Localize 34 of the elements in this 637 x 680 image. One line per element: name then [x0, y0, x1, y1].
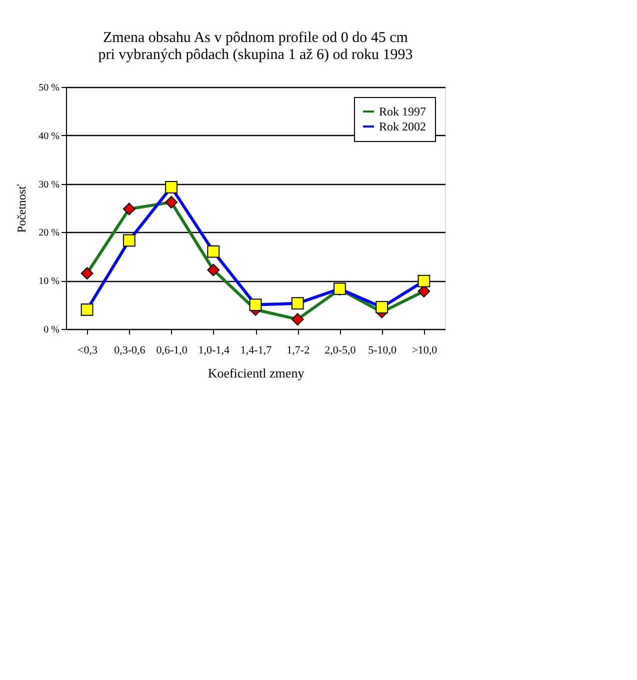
point	[249, 298, 262, 311]
point	[291, 297, 304, 310]
y-tick-label: 50 %	[38, 82, 60, 94]
legend-label: Rok 1997	[379, 104, 426, 118]
x-tick-label: 2,0-5,0	[324, 344, 356, 356]
x-tick-label: 0,6-1,0	[156, 344, 188, 356]
point	[80, 303, 94, 316]
point	[207, 245, 220, 258]
x-tick-label: 1,0-1,4	[198, 344, 230, 356]
point	[165, 196, 178, 208]
x-tick-label: 1,4-1,7	[240, 344, 272, 356]
text: Zmena obsahu As v pôdnom profile od 0 do 45 cm	[103, 30, 408, 46]
point	[80, 267, 94, 280]
x-tick-label: <0,3	[78, 344, 98, 356]
x-tick-label: >10,0	[412, 344, 438, 356]
y-tick-label: 30 %	[38, 179, 60, 190]
x-tick-label: 0,3-0,6	[114, 344, 146, 356]
point	[291, 313, 304, 326]
x-tick-label: 5-10,0	[368, 344, 398, 356]
point	[207, 264, 220, 276]
legend-label: Rok 2002	[379, 120, 426, 134]
point	[418, 274, 430, 288]
text: pri vybraných pôdach (skupina 1 až 6) od roku 1993	[98, 47, 413, 63]
point	[122, 234, 136, 247]
x-axis-title: Koeficientl zmeny	[208, 366, 305, 380]
y-tick-label: 10 %	[38, 276, 60, 288]
point	[122, 202, 136, 216]
x-tick-label: 1,7-2	[286, 344, 310, 356]
y-tick-label: 20 %	[38, 228, 60, 239]
y-axis-title: Početnosť	[14, 184, 29, 233]
y-tick-label: 0 %	[44, 324, 60, 336]
y-tick-label: 40 %	[38, 130, 60, 142]
point	[165, 180, 178, 194]
point	[376, 301, 388, 314]
